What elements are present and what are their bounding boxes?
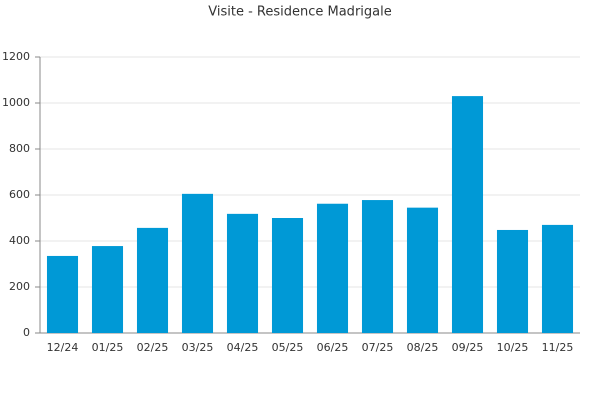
bar [451, 96, 484, 333]
bar [46, 255, 79, 333]
x-tick-label: 02/25 [137, 341, 169, 354]
bar [136, 227, 169, 333]
x-tick-label: 12/24 [47, 341, 79, 354]
bar [226, 213, 259, 333]
chart-title: Visite - Residence Madrigale [208, 5, 391, 20]
bar [91, 246, 124, 333]
y-tick-label: 1000 [2, 96, 30, 109]
x-tick-label: 03/25 [182, 341, 214, 354]
bar [271, 218, 304, 333]
bar [496, 229, 529, 333]
y-tick-label: 800 [9, 142, 30, 155]
x-tick-label: 04/25 [227, 341, 259, 354]
x-tick-label: 10/25 [497, 341, 529, 354]
bar [181, 193, 214, 333]
bar [361, 200, 394, 333]
x-tick-label: 05/25 [272, 341, 304, 354]
bar [406, 207, 439, 333]
y-tick-label: 1200 [2, 50, 30, 63]
y-tick-label: 600 [9, 188, 30, 201]
x-tick-label: 06/25 [317, 341, 349, 354]
y-tick-label: 400 [9, 234, 30, 247]
bar [316, 203, 349, 333]
y-tick-label: 200 [9, 280, 30, 293]
x-tick-label: 08/25 [407, 341, 439, 354]
bar [541, 224, 574, 333]
x-tick-label: 07/25 [362, 341, 394, 354]
x-tick-label: 09/25 [452, 341, 484, 354]
y-tick-label: 0 [23, 326, 30, 339]
x-tick-label: 11/25 [542, 341, 574, 354]
x-tick-label: 01/25 [92, 341, 124, 354]
